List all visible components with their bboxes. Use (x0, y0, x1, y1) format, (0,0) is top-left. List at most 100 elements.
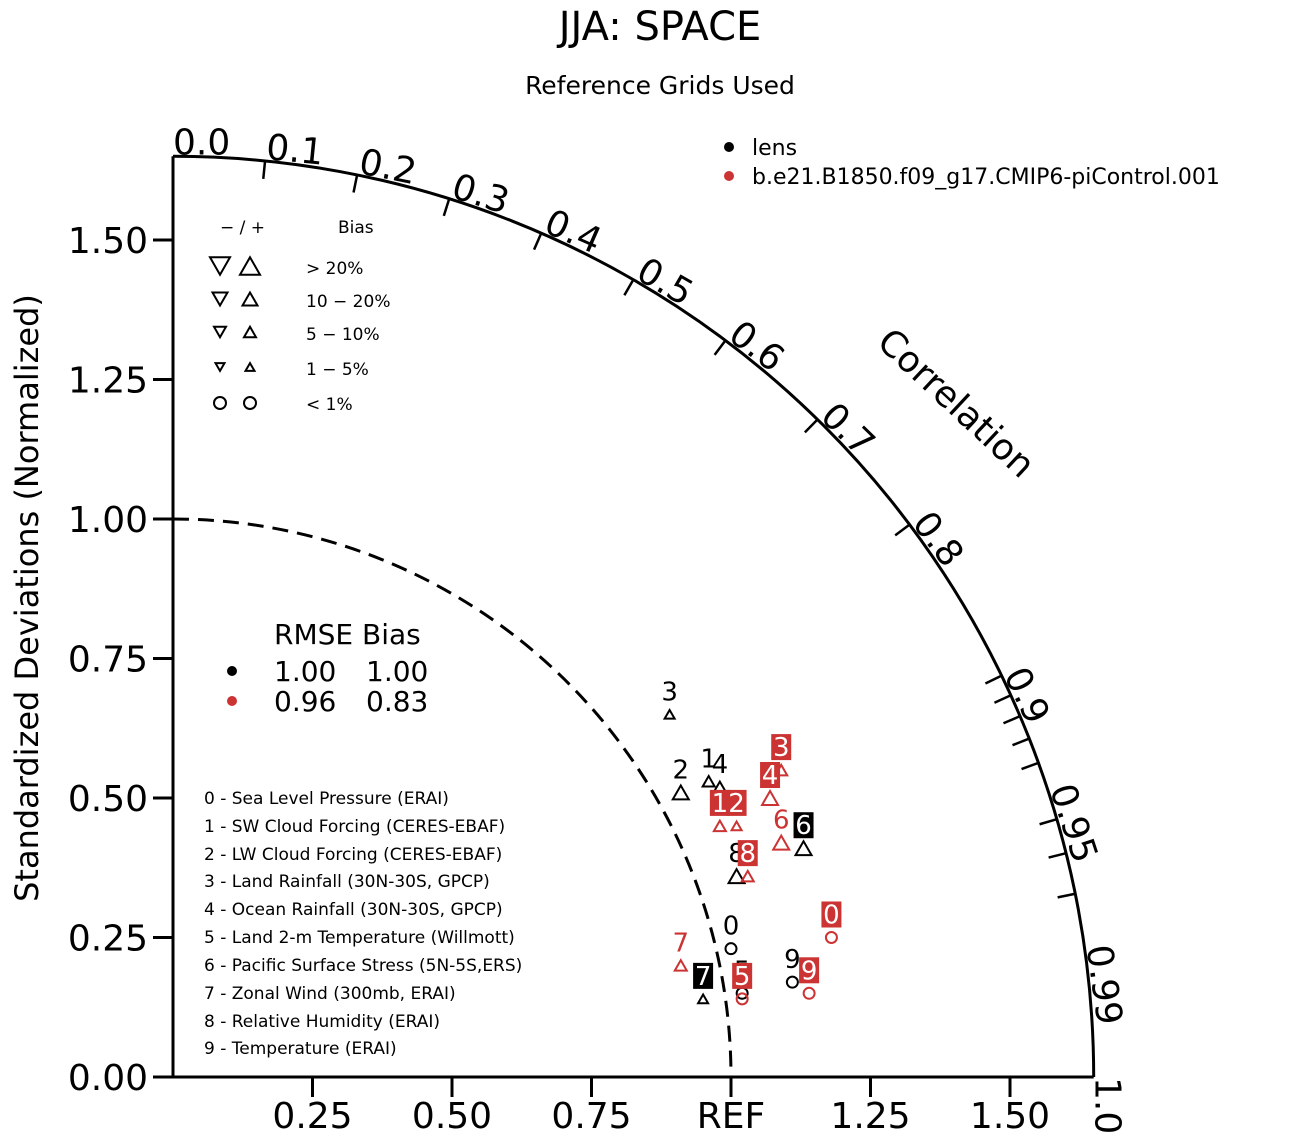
y-tick-label: 1.50 (68, 221, 148, 262)
data-point-label: 4 (712, 750, 729, 780)
x-tick-label-ref: REF (697, 1096, 765, 1135)
variable-item-3: 3 - Land Rainfall (30N-30S, GPCP) (204, 872, 490, 892)
data-point-label-box (732, 962, 753, 989)
correlation-tick-label: 0.99 (1078, 942, 1130, 1027)
variable-item-1: 1 - SW Cloud Forcing (CERES-EBAF) (204, 817, 505, 837)
data-point-label-box (693, 962, 714, 989)
y-tick-label: 0.00 (68, 1058, 148, 1099)
correlation-tick-label: 1.0 (1087, 1077, 1128, 1134)
correlation-tick (1021, 761, 1039, 771)
variable-item-0: 0 - Sea Level Pressure (ERAI) (204, 789, 449, 809)
data-point-marker (696, 992, 710, 1005)
chart-title: JJA: SPACE (556, 4, 762, 50)
data-point-label: 7 (673, 928, 690, 958)
correlation-tick (532, 232, 543, 251)
correlation-tick (352, 174, 359, 193)
y-tick-label: 1.25 (68, 361, 148, 402)
bias-key-row-2: 10 − 20% (306, 292, 390, 312)
bias-key-down-triangle (210, 291, 230, 308)
correlation-tick (1012, 737, 1030, 747)
legend-label-cmip6: b.e21.B1850.f09_g17.CMIP6-piControl.001 (752, 165, 1220, 190)
correlation-tick (1039, 818, 1058, 826)
data-point-marker (700, 774, 717, 788)
correlation-tick-label: 0.4 (538, 202, 607, 262)
legend-marker-cmip6 (724, 171, 734, 181)
bias-key-symbols (208, 255, 262, 410)
correlation-tick-label: 0.2 (356, 142, 420, 194)
data-point-label: 0 (823, 901, 840, 931)
correlation-tick-label: 0.1 (264, 127, 325, 173)
correlation-tick-label: 0.6 (721, 313, 791, 380)
bias-key: − / + Bias > 20% 10 − 20% 5 − 10% 1 − 5%… (208, 218, 390, 415)
data-point-label-box (793, 812, 814, 839)
data-point-label: 1 (700, 744, 717, 774)
correlation-tick (803, 418, 819, 434)
rmse-row-1-rmse: 1.00 (274, 655, 336, 688)
y-tick-label: 1.00 (68, 500, 148, 541)
bias-key-circle (213, 396, 227, 410)
bias-key-row-3: 5 − 10% (306, 325, 380, 345)
data-point-label: 6 (773, 806, 790, 836)
y-axis-title: Standardized Deviations (Normalized) (8, 294, 46, 902)
variable-item-7: 7 - Zonal Wind (300mb, ERAI) (204, 984, 456, 1004)
variable-item-4: 4 - Ocean Rainfall (30N-30S, GPCP) (204, 900, 503, 920)
legend-label-lens: lens (752, 136, 797, 161)
correlation-tick-label: 0.5 (630, 250, 700, 314)
data-point-label: 0 (723, 912, 740, 942)
variable-item-6: 6 - Pacific Surface Stress (5N-5S,ERS) (204, 956, 522, 976)
data-point-label: 3 (773, 733, 790, 763)
data-points: 01234567890123456789 (661, 677, 842, 1006)
data-point-label-box (799, 957, 820, 984)
variable-list: 0 - Sea Level Pressure (ERAI) 1 - SW Clo… (204, 789, 522, 1059)
data-point-label-box (771, 734, 792, 761)
correlation-tick-label: 0.95 (1041, 779, 1105, 868)
data-point-label: 5 (734, 962, 751, 992)
data-point-marker (802, 986, 816, 1000)
data-point-marker (712, 818, 728, 833)
bias-key-signs: − / + (220, 218, 265, 238)
bias-key-row-5: < 1% (306, 395, 353, 415)
rmse-row-1-marker (227, 666, 237, 676)
variable-item-9: 9 - Temperature (ERAI) (204, 1039, 397, 1059)
bias-key-down-triangle (213, 362, 227, 373)
bias-key-up-triangle (243, 361, 257, 372)
x-tick-label: 1.25 (830, 1096, 910, 1135)
variable-item-2: 2 - LW Cloud Forcing (CERES-EBAF) (204, 845, 502, 865)
variable-item-8: 8 - Relative Humidity (ERAI) (204, 1012, 440, 1032)
legend-marker-lens (724, 142, 734, 152)
data-point-marker (671, 783, 691, 801)
data-point-marker (740, 868, 756, 883)
data-point-marker (824, 931, 838, 944)
data-point-label: 3 (661, 677, 678, 707)
data-point-label: 2 (673, 755, 690, 785)
data-point-label-box (709, 789, 730, 816)
data-point-label: 4 (762, 761, 779, 791)
data-point-marker (724, 942, 738, 956)
correlation-tick (1057, 892, 1076, 899)
bias-key-row-1: > 20% (306, 259, 363, 279)
x-tick-label: 0.50 (412, 1096, 492, 1135)
y-tick-label: 0.25 (68, 919, 148, 960)
correlation-tick-label: 0.9 (995, 661, 1057, 730)
correlation-tick (262, 160, 267, 179)
data-point-marker (729, 819, 744, 832)
bias-key-header: Bias (338, 218, 374, 238)
rmse-row-1-bias: 1.00 (366, 655, 428, 688)
y-tick-label: 0.75 (68, 640, 148, 681)
chart-subtitle: Reference Grids Used (525, 71, 795, 100)
x-tick-label: 0.75 (551, 1096, 631, 1135)
variable-item-5: 5 - Land 2-m Temperature (Willmott) (204, 928, 515, 948)
data-point-marker (726, 867, 747, 885)
x-tick-label: 0.25 (272, 1096, 352, 1135)
correlation-tick (984, 674, 1003, 685)
bias-key-up-triangle (238, 255, 262, 276)
data-point-marker (735, 992, 749, 1006)
correlation-tick (1002, 715, 1021, 725)
data-point-marker (793, 839, 814, 857)
data-point-label: 6 (795, 811, 812, 841)
data-point-marker (760, 789, 780, 806)
correlation-tick (713, 339, 727, 356)
rmse-row-2-bias: 0.83 (366, 685, 428, 718)
